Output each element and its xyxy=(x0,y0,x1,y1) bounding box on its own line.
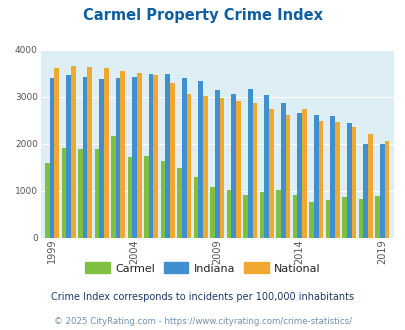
Bar xyxy=(170,83,174,238)
Bar xyxy=(202,96,207,238)
Bar xyxy=(83,77,87,238)
Bar xyxy=(259,192,264,238)
Bar xyxy=(181,78,186,238)
Bar xyxy=(346,123,351,238)
Bar xyxy=(62,148,66,238)
Bar xyxy=(214,90,219,238)
Bar xyxy=(341,197,346,238)
Bar xyxy=(351,127,355,238)
Bar xyxy=(71,66,75,238)
Bar xyxy=(120,71,125,238)
Legend: Carmel, Indiana, National: Carmel, Indiana, National xyxy=(81,258,324,278)
Bar xyxy=(309,202,313,238)
Bar xyxy=(115,78,120,238)
Bar xyxy=(235,101,240,238)
Text: © 2025 CityRating.com - https://www.cityrating.com/crime-statistics/: © 2025 CityRating.com - https://www.city… xyxy=(54,317,351,326)
Bar xyxy=(177,168,181,238)
Bar xyxy=(325,200,330,238)
Bar xyxy=(330,116,334,238)
Bar xyxy=(384,141,388,238)
Bar xyxy=(243,195,247,238)
Bar xyxy=(379,144,384,238)
Bar xyxy=(186,94,191,238)
Bar xyxy=(318,120,322,238)
Bar xyxy=(94,149,99,238)
Bar xyxy=(104,68,108,238)
Bar xyxy=(45,163,50,238)
Bar xyxy=(149,74,153,238)
Bar xyxy=(264,95,269,238)
Bar xyxy=(54,68,59,238)
Bar xyxy=(247,89,252,238)
Bar xyxy=(226,190,231,238)
Bar xyxy=(280,103,285,238)
Bar xyxy=(144,156,149,238)
Bar xyxy=(334,122,339,238)
Text: Crime Index corresponds to incidents per 100,000 inhabitants: Crime Index corresponds to incidents per… xyxy=(51,292,354,302)
Bar xyxy=(66,75,71,238)
Bar xyxy=(165,75,170,238)
Bar xyxy=(301,109,306,238)
Bar xyxy=(297,114,301,238)
Bar xyxy=(128,157,132,238)
Bar xyxy=(367,134,372,238)
Bar xyxy=(358,199,362,238)
Bar xyxy=(136,74,141,238)
Bar xyxy=(193,177,198,238)
Text: Carmel Property Crime Index: Carmel Property Crime Index xyxy=(83,8,322,23)
Bar xyxy=(78,149,83,238)
Bar xyxy=(285,115,290,238)
Bar xyxy=(132,77,136,238)
Bar xyxy=(153,75,158,238)
Bar xyxy=(231,94,235,238)
Bar xyxy=(87,67,92,238)
Bar xyxy=(111,136,115,238)
Bar xyxy=(269,109,273,238)
Bar xyxy=(99,79,104,238)
Bar xyxy=(313,115,318,238)
Bar xyxy=(219,98,224,238)
Bar xyxy=(210,187,214,238)
Bar xyxy=(292,195,297,238)
Bar xyxy=(362,144,367,238)
Bar xyxy=(198,81,202,238)
Bar xyxy=(160,161,165,238)
Bar xyxy=(374,196,379,238)
Bar xyxy=(50,78,54,238)
Bar xyxy=(252,103,256,238)
Bar xyxy=(276,190,280,238)
